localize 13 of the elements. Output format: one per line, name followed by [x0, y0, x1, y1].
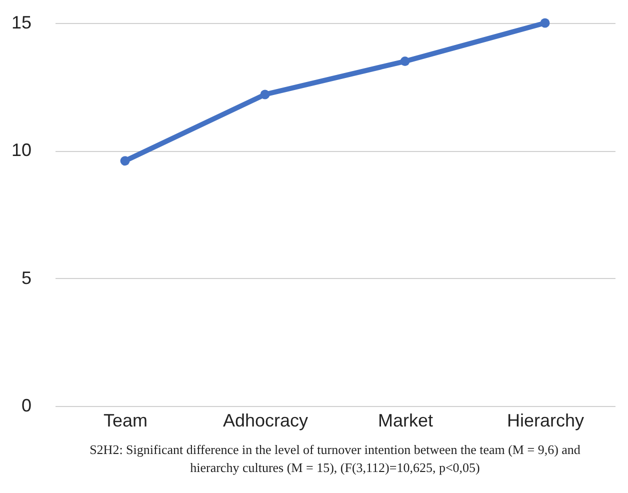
x-tick-label: Adhocracy [222, 410, 308, 430]
x-tick-label: Team [103, 410, 148, 430]
x-tick-label: Hierarchy [506, 410, 584, 430]
y-tick-label: 15 [11, 12, 32, 32]
text: S2H2: Significant difference in the level of turnover intention between the team (M = 9,6) and hierarchy cultures (M = 15), (F(3,112)=10,625, p<0,05) [90, 442, 581, 475]
point [260, 90, 270, 100]
point [120, 156, 130, 166]
x-tick-label: Market [378, 410, 434, 430]
y-tick-label: 10 [11, 140, 32, 160]
y-tick-label: 5 [21, 268, 32, 288]
y-tick-label: 0 [21, 396, 32, 416]
point [400, 56, 410, 66]
point [540, 18, 550, 28]
